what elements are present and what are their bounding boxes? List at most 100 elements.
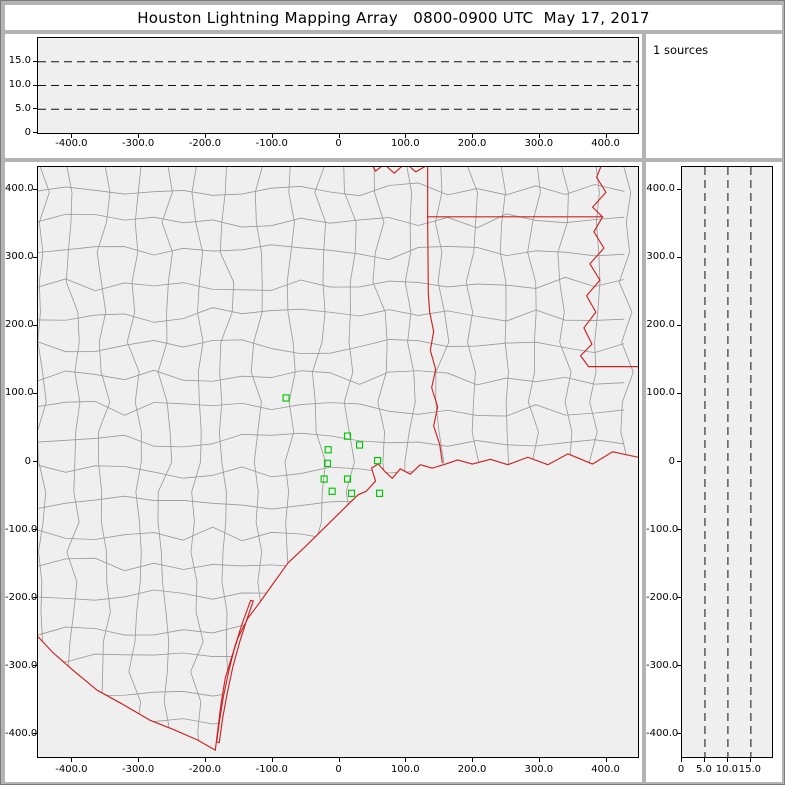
tick-label: 100.0 (646, 387, 675, 399)
axis-tick (681, 758, 682, 762)
axis-tick (33, 597, 37, 599)
tick-label: 400.0 (5, 183, 34, 195)
axis-tick (33, 392, 37, 394)
axis-tick (472, 758, 474, 762)
lma-station-marker (347, 489, 356, 497)
tick-label: 0 (668, 455, 675, 467)
axis-tick (726, 758, 728, 762)
title-bar: Houston Lightning Mapping Array 0800-090… (5, 5, 782, 30)
tick-label: 100.0 (390, 764, 420, 775)
tick-label: -300.0 (122, 138, 155, 149)
axis-tick (204, 134, 206, 138)
axis-tick (677, 461, 681, 462)
axis-tick (538, 758, 540, 762)
lma-station-marker (373, 456, 382, 465)
lma-station-marker (282, 394, 290, 402)
plot-title: Houston Lightning Mapping Array 0800-090… (137, 8, 650, 27)
tick-label: -200.0 (5, 591, 38, 603)
axis-tick (71, 134, 73, 138)
axis-tick (677, 392, 681, 394)
axis-tick (271, 134, 273, 138)
tick-label: 400.0 (591, 764, 620, 775)
tick-label: 15.0 (738, 764, 762, 775)
axis-tick (71, 758, 73, 762)
axis-tick (677, 733, 681, 735)
axis-tick (677, 188, 681, 190)
axis-tick (703, 758, 705, 762)
axis-tick (677, 597, 681, 599)
axis-tick (138, 134, 140, 138)
tick-label: -400.0 (5, 727, 38, 739)
tick-label: -200.0 (188, 764, 222, 775)
axis-tick (405, 134, 407, 138)
lma-station-marker (323, 459, 332, 468)
axis-tick (605, 758, 607, 762)
tick-label: -300.0 (122, 764, 155, 775)
tick-label: -300.0 (5, 659, 38, 671)
axis-tick (677, 665, 681, 667)
axis-tick (33, 132, 37, 133)
axis-tick (338, 134, 340, 138)
tick-label: 10.0 (8, 79, 31, 90)
tick-label: 400.0 (646, 183, 675, 195)
axis-tick (749, 758, 751, 762)
altitude-ew-panel: -400.0 -300.0 -200.0 -100.0 0 100.0 200.0 300.0… (5, 34, 642, 158)
axis-tick (33, 529, 37, 531)
tick-label: 200.0 (5, 319, 34, 331)
lma-station-marker (343, 475, 352, 483)
lma-station-marker (355, 441, 364, 449)
tick-label: 100.0 (390, 138, 420, 149)
sources-panel: 1 sources (646, 34, 782, 158)
axis-tick (33, 84, 37, 86)
axis-tick (271, 758, 273, 762)
axis-tick (33, 256, 37, 258)
tick-label: 300.0 (524, 764, 554, 775)
tick-label: 5.0 (696, 764, 712, 775)
axis-tick (538, 134, 540, 138)
tick-label: -100.0 (646, 523, 679, 535)
map-svg (38, 167, 638, 751)
axis-tick (33, 665, 37, 667)
tick-label: 15.0 (8, 55, 31, 67)
tick-label: 400.0 (591, 138, 620, 149)
axis-tick (33, 188, 37, 190)
lma-station-marker (328, 487, 336, 495)
plan-view-panel: -400.0 -300.0 -200.0 -100.0 0 100.0 200.0 300.0… (5, 162, 642, 782)
axis-tick (472, 134, 474, 138)
tick-label: 0 (24, 126, 31, 138)
tick-label: 10.0 (715, 764, 739, 775)
tick-label: -400.0 (55, 764, 88, 775)
tick-label: -100.0 (255, 138, 288, 149)
altitude-ew-plot[interactable] (37, 37, 639, 134)
tick-label: 200.0 (457, 138, 487, 149)
tick-label: -100.0 (255, 764, 288, 775)
lma-station-marker (320, 475, 328, 483)
tick-label: 300.0 (646, 251, 675, 263)
axis-tick (677, 324, 681, 326)
tick-label: 0 (335, 138, 342, 149)
altitude-ew-chart (38, 61, 638, 110)
lma-station-marker (375, 489, 384, 497)
tick-label: -400.0 (55, 138, 88, 149)
axis-tick (338, 758, 340, 762)
axis-tick (605, 134, 607, 138)
axis-tick (33, 108, 37, 110)
sources-count-label: 1 sources (653, 43, 709, 57)
tick-label: 5.0 (15, 102, 31, 114)
altitude-ns-plot[interactable] (681, 166, 773, 758)
tick-label: 200.0 (457, 764, 487, 775)
tick-label: -200.0 (188, 138, 222, 149)
tick-label: 0 (677, 764, 685, 775)
map-plot[interactable] (37, 166, 639, 758)
tick-label: 100.0 (5, 387, 34, 399)
lma-station-marker (343, 432, 352, 440)
tick-label: -200.0 (646, 591, 679, 603)
axis-tick (677, 529, 681, 531)
axis-tick (33, 461, 37, 462)
tick-label: -400.0 (646, 727, 679, 739)
altitude-ns-panel: 0 5.0 10.0 15.0 400.0 300.0 200.0 100.0 0 -100.0 -… (646, 162, 782, 782)
tick-label: 300.0 (5, 251, 34, 263)
axis-tick (33, 324, 37, 326)
axis-tick (33, 60, 37, 62)
